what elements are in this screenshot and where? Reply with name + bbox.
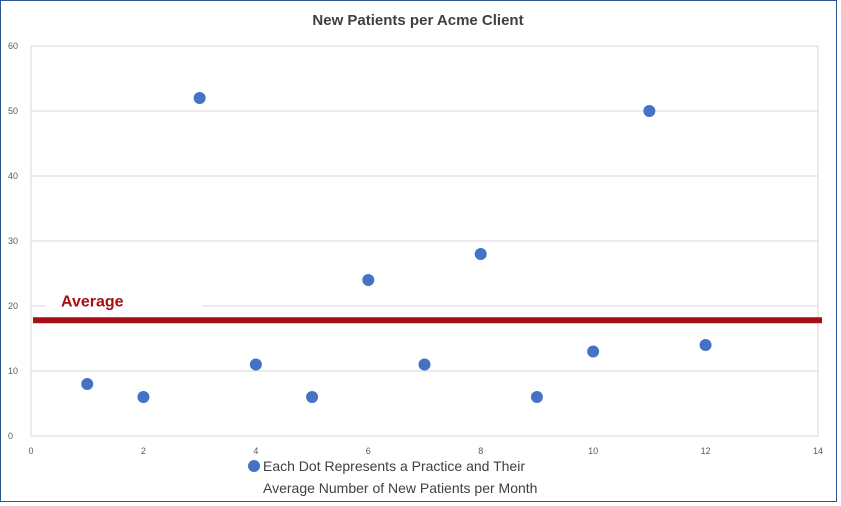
x-tick-label: 6 — [366, 446, 371, 456]
y-tick-label: 50 — [8, 106, 18, 116]
data-point-1 — [81, 378, 94, 390]
x-tick-label: 4 — [253, 446, 258, 456]
x-tick-label: 2 — [141, 446, 146, 456]
x-tick-label: 14 — [813, 446, 823, 456]
data-point-8 — [474, 248, 487, 260]
data-point-9 — [530, 391, 543, 403]
average-label: Average — [61, 293, 124, 310]
y-tick-label: 40 — [8, 171, 18, 181]
data-point-11 — [643, 105, 656, 117]
data-point-4 — [249, 358, 262, 371]
gridlines — [31, 45, 818, 437]
data-point-10 — [587, 345, 600, 358]
y-axis-ticks: 0 10 20 30 40 50 60 — [8, 41, 18, 441]
chart-title: New Patients per Acme Client — [312, 12, 523, 29]
x-tick-label: 8 — [478, 446, 483, 456]
data-points — [81, 92, 712, 403]
data-point-12 — [699, 339, 712, 351]
y-tick-label: 10 — [8, 366, 18, 376]
y-tick-label: 0 — [8, 431, 13, 441]
average-label-background — [46, 288, 202, 313]
x-axis-ticks: 0 2 4 6 8 10 12 14 — [28, 446, 823, 456]
plot-area: 0 10 20 30 40 50 60 0 2 4 6 8 10 12 14 Average — [8, 41, 823, 456]
data-point-5 — [306, 391, 319, 403]
data-point-2 — [137, 391, 150, 403]
data-point-3 — [193, 92, 206, 104]
legend-text-line2: Average Number of New Patients per Month — [263, 480, 537, 496]
y-tick-label: 30 — [8, 236, 18, 246]
legend-text-line1: Each Dot Represents a Practice and Their — [263, 458, 525, 474]
x-tick-label: 12 — [701, 446, 711, 456]
y-tick-label: 20 — [8, 301, 18, 311]
data-point-7 — [418, 358, 431, 371]
legend-marker — [248, 460, 260, 472]
legend: Each Dot Represents a Practice and Their… — [248, 458, 537, 496]
x-tick-label: 0 — [28, 446, 33, 456]
y-tick-label: 60 — [8, 41, 18, 51]
data-point-6 — [362, 274, 375, 286]
x-tick-label: 10 — [588, 446, 598, 456]
